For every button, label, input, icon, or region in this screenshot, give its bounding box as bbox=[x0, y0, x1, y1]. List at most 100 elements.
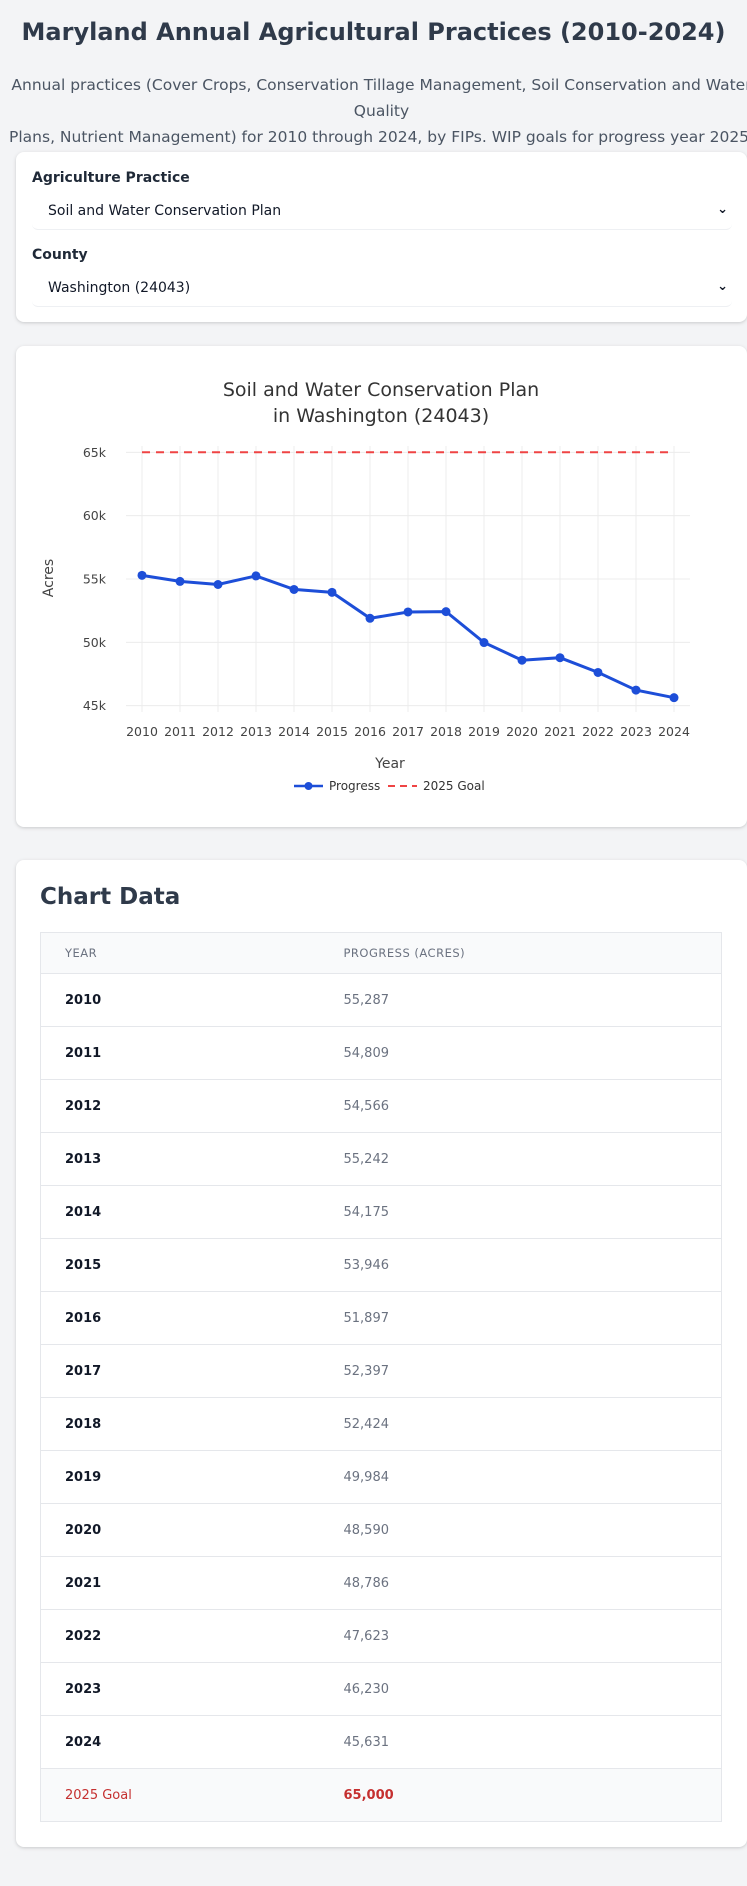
progress-point bbox=[137, 570, 147, 580]
progress-cell: 52,397 bbox=[342, 1344, 722, 1398]
progress-cell: 52,424 bbox=[342, 1397, 722, 1451]
column-header-year: YEAR bbox=[40, 932, 343, 974]
page-subtitle: Annual practices (Cover Crops, Conservat… bbox=[8, 72, 747, 150]
progress-point bbox=[441, 607, 451, 617]
table-row: 2018 52,424 bbox=[40, 1397, 722, 1451]
county-label: County bbox=[32, 247, 88, 263]
progress-cell: 46,230 bbox=[342, 1662, 722, 1716]
progress-cell: 55,242 bbox=[342, 1132, 722, 1186]
table-row: 2014 54,175 bbox=[40, 1185, 722, 1239]
progress-point bbox=[555, 653, 565, 663]
year-cell: 2021 bbox=[40, 1556, 343, 1610]
year-cell: 2023 bbox=[40, 1662, 343, 1716]
chart-series bbox=[137, 451, 679, 703]
year-cell: 2020 bbox=[40, 1503, 343, 1557]
progress-point bbox=[669, 693, 679, 703]
x-tick-label: 2010 bbox=[126, 724, 158, 739]
progress-point bbox=[327, 587, 337, 597]
y-tick-label: 45k bbox=[83, 698, 107, 713]
table-row: 2012 54,566 bbox=[40, 1079, 722, 1133]
progress-point bbox=[631, 685, 641, 695]
x-tick-label: 2011 bbox=[164, 724, 196, 739]
x-tick-label: 2018 bbox=[430, 724, 462, 739]
line-chart: Soil and Water Conservation Plan in Wash… bbox=[41, 379, 690, 793]
x-tick-label: 2024 bbox=[658, 724, 690, 739]
year-cell: 2015 bbox=[40, 1238, 343, 1292]
progress-point bbox=[289, 584, 299, 594]
legend-progress-label: Progress bbox=[329, 779, 380, 793]
table-row: 2022 47,623 bbox=[40, 1609, 722, 1663]
table-title: Chart Data bbox=[40, 884, 181, 910]
goal-value-cell: 65,000 bbox=[342, 1768, 722, 1822]
practice-select[interactable]: Soil and Water Conservation Plan ⌄ bbox=[32, 192, 732, 230]
table-row: 2017 52,397 bbox=[40, 1344, 722, 1398]
table-row: 2016 51,897 bbox=[40, 1291, 722, 1345]
progress-point bbox=[403, 607, 413, 617]
progress-cell: 51,897 bbox=[342, 1291, 722, 1345]
x-tick-label: 2022 bbox=[582, 724, 614, 739]
column-header-progress: PROGRESS (ACRES) bbox=[342, 932, 722, 974]
progress-cell: 55,287 bbox=[342, 973, 722, 1027]
year-cell: 2012 bbox=[40, 1079, 343, 1133]
year-cell: 2024 bbox=[40, 1715, 343, 1769]
subtitle-line-1: Annual practices (Cover Crops, Conservat… bbox=[11, 76, 747, 120]
year-cell: 2016 bbox=[40, 1291, 343, 1345]
progress-cell: 48,590 bbox=[342, 1503, 722, 1557]
x-tick-label: 2023 bbox=[620, 724, 652, 739]
county-select[interactable]: Washington (24043) ⌄ bbox=[32, 269, 732, 307]
chevron-down-icon: ⌄ bbox=[717, 279, 728, 294]
filters-panel: Agriculture Practice Soil and Water Cons… bbox=[16, 152, 747, 322]
table-row: 2019 49,984 bbox=[40, 1450, 722, 1504]
legend-progress-marker bbox=[304, 782, 313, 790]
x-tick-label: 2016 bbox=[354, 724, 386, 739]
chevron-down-icon: ⌄ bbox=[717, 202, 728, 217]
practice-select-value: Soil and Water Conservation Plan bbox=[48, 203, 282, 219]
chart-legend[interactable]: Progress 2025 Goal bbox=[294, 779, 485, 793]
x-tick-label: 2019 bbox=[468, 724, 500, 739]
progress-point bbox=[479, 638, 489, 648]
goal-row: 2025 Goal 65,000 bbox=[40, 1768, 722, 1822]
progress-cell: 47,623 bbox=[342, 1609, 722, 1663]
progress-point bbox=[365, 613, 375, 623]
year-cell: 2014 bbox=[40, 1185, 343, 1239]
table-row: 2013 55,242 bbox=[40, 1132, 722, 1186]
chart-data-card: Chart Data YEAR PROGRESS (ACRES) 2010 55,… bbox=[16, 860, 747, 1847]
chart-card: Soil and Water Conservation Plan in Wash… bbox=[16, 346, 747, 827]
year-cell: 2011 bbox=[40, 1026, 343, 1080]
year-cell: 2017 bbox=[40, 1344, 343, 1398]
progress-point bbox=[251, 571, 261, 581]
year-cell: 2013 bbox=[40, 1132, 343, 1186]
practice-label: Agriculture Practice bbox=[32, 170, 190, 186]
table-row: 2023 46,230 bbox=[40, 1662, 722, 1716]
progress-point bbox=[175, 576, 185, 586]
chart-grid bbox=[126, 446, 690, 712]
x-tick-label: 2017 bbox=[392, 724, 424, 739]
table-row: 2021 48,786 bbox=[40, 1556, 722, 1610]
x-tick-label: 2013 bbox=[240, 724, 272, 739]
progress-point bbox=[517, 655, 527, 665]
chart-data-table: YEAR PROGRESS (ACRES) 2010 55,287 2011 54,… bbox=[40, 932, 722, 1822]
y-axis-ticks: 45k 50k 55k 60k 65k bbox=[83, 445, 107, 713]
progress-cell: 54,566 bbox=[342, 1079, 722, 1133]
year-cell: 2022 bbox=[40, 1609, 343, 1663]
progress-cell: 53,946 bbox=[342, 1238, 722, 1292]
y-tick-label: 50k bbox=[83, 635, 107, 650]
progress-cell: 48,786 bbox=[342, 1556, 722, 1610]
x-tick-label: 2020 bbox=[506, 724, 538, 739]
x-tick-label: 2014 bbox=[278, 724, 310, 739]
county-select-value: Washington (24043) bbox=[48, 280, 191, 296]
progress-cell: 54,175 bbox=[342, 1185, 722, 1239]
progress-point bbox=[213, 579, 223, 589]
x-tick-label: 2015 bbox=[316, 724, 348, 739]
y-axis-label: Acres bbox=[41, 559, 57, 597]
x-axis-ticks: 2010 2011 2012 2013 2014 2015 2016 2017 2018 2019… bbox=[126, 724, 690, 739]
year-cell: 2018 bbox=[40, 1397, 343, 1451]
x-axis-label: Year bbox=[374, 756, 405, 772]
progress-cell: 45,631 bbox=[342, 1715, 722, 1769]
year-cell: 2019 bbox=[40, 1450, 343, 1504]
y-tick-label: 65k bbox=[83, 445, 107, 460]
progress-point bbox=[593, 667, 603, 677]
table-row: 2015 53,946 bbox=[40, 1238, 722, 1292]
progress-cell: 49,984 bbox=[342, 1450, 722, 1504]
table-row: 2020 48,590 bbox=[40, 1503, 722, 1557]
